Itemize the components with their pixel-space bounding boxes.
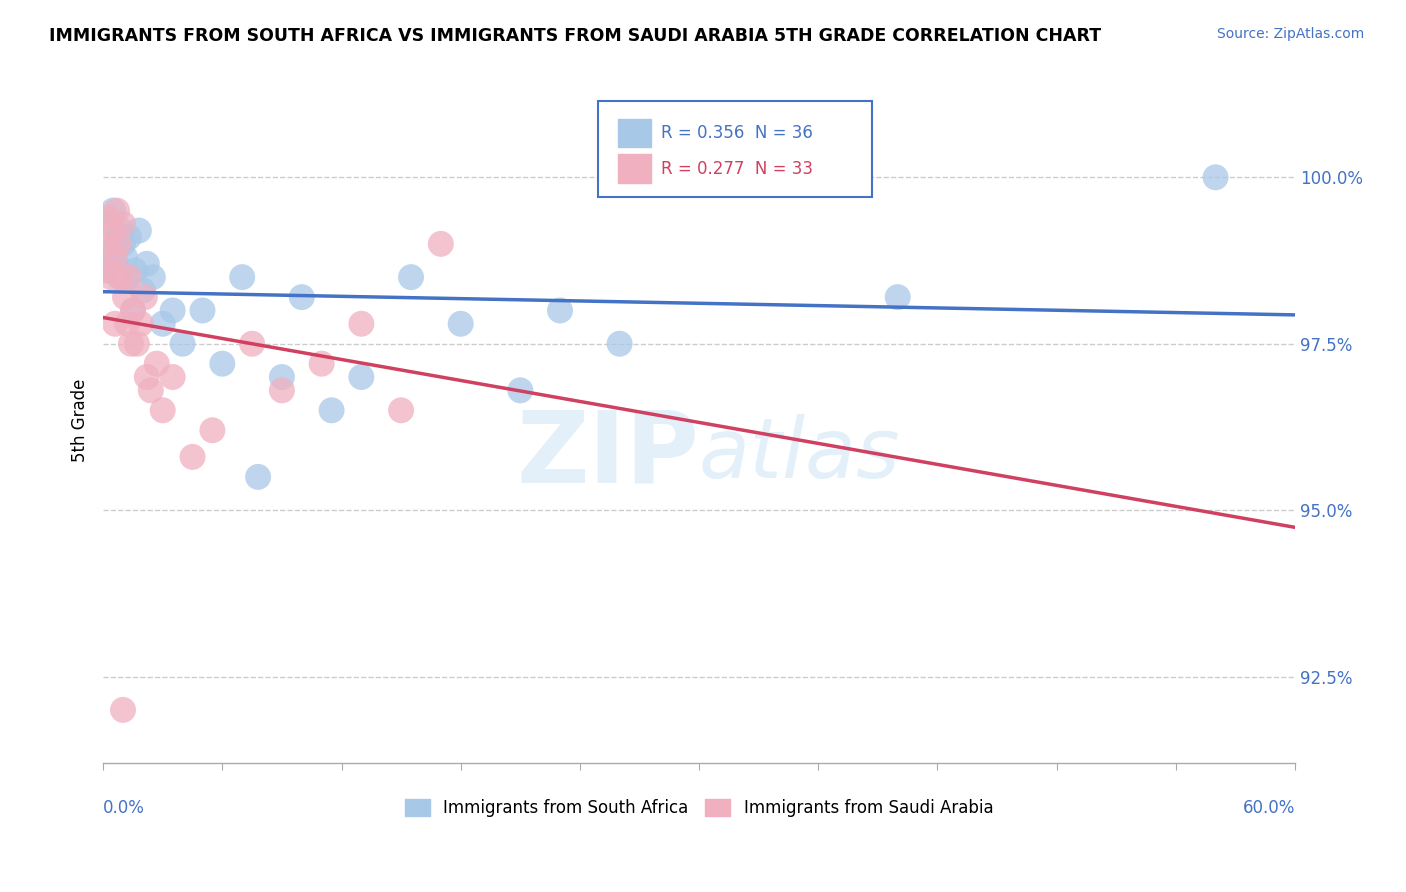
Text: R = 0.277  N = 33: R = 0.277 N = 33 [661, 160, 813, 178]
Point [96, 211, 118, 225]
Point [191, 303, 214, 318]
Point [886, 290, 908, 304]
Point [110, 270, 132, 285]
Point [111, 217, 134, 231]
Point [311, 357, 333, 371]
Point [100, 270, 122, 285]
FancyBboxPatch shape [619, 119, 651, 147]
Point [98, 217, 121, 231]
Point [135, 257, 157, 271]
Point [247, 470, 270, 484]
Point [135, 370, 157, 384]
Text: IMMIGRANTS FROM SOUTH AFRICA VS IMMIGRANTS FROM SAUDI ARABIA 5TH GRADE CORRELATI: IMMIGRANTS FROM SOUTH AFRICA VS IMMIGRAN… [49, 27, 1101, 45]
Point [132, 284, 155, 298]
Point [172, 336, 194, 351]
Point [96, 263, 118, 277]
Point [139, 384, 162, 398]
Point [110, 223, 132, 237]
Point [152, 317, 174, 331]
Point [124, 263, 146, 277]
Point [111, 703, 134, 717]
Point [118, 230, 141, 244]
Point [125, 336, 148, 351]
Point [162, 370, 184, 384]
Point [350, 370, 373, 384]
Point [152, 403, 174, 417]
Point [271, 384, 294, 398]
Point [389, 403, 412, 417]
Point [240, 336, 263, 351]
Point [129, 317, 152, 331]
Text: R = 0.356  N = 36: R = 0.356 N = 36 [661, 124, 813, 142]
Point [115, 270, 138, 285]
Point [271, 370, 294, 384]
Point [100, 263, 122, 277]
Point [321, 403, 343, 417]
Point [142, 270, 165, 285]
Text: 60.0%: 60.0% [1243, 799, 1295, 817]
Point [122, 303, 145, 318]
Point [145, 357, 167, 371]
Point [114, 290, 136, 304]
Point [98, 236, 121, 251]
Point [509, 384, 531, 398]
Point [118, 270, 141, 285]
Point [211, 357, 233, 371]
Point [101, 223, 124, 237]
Point [104, 250, 127, 264]
Point [291, 290, 314, 304]
Point [430, 236, 453, 251]
Point [114, 250, 136, 264]
Point [128, 223, 150, 237]
Point [162, 303, 184, 318]
Legend: Immigrants from South Africa, Immigrants from Saudi Arabia: Immigrants from South Africa, Immigrants… [398, 792, 1000, 823]
FancyBboxPatch shape [598, 102, 872, 197]
Point [399, 270, 422, 285]
Point [108, 236, 131, 251]
Point [100, 244, 122, 258]
Point [122, 303, 145, 318]
Point [201, 423, 224, 437]
Point [181, 450, 204, 464]
Point [115, 317, 138, 331]
Text: atlas: atlas [699, 414, 901, 495]
Text: ZIP: ZIP [516, 406, 699, 503]
Point [120, 336, 142, 351]
Point [104, 257, 127, 271]
Point [134, 290, 156, 304]
Point [609, 336, 631, 351]
Point [104, 317, 127, 331]
Point [111, 236, 134, 251]
Point [548, 303, 571, 318]
Point [108, 270, 131, 285]
Point [231, 270, 253, 285]
Text: Source: ZipAtlas.com: Source: ZipAtlas.com [1216, 27, 1364, 41]
FancyBboxPatch shape [619, 154, 651, 183]
Point [1205, 170, 1227, 185]
Point [450, 317, 472, 331]
Point [105, 203, 128, 218]
Point [105, 236, 128, 251]
Point [350, 317, 373, 331]
Text: 0.0%: 0.0% [103, 799, 145, 817]
Point [101, 203, 124, 218]
Y-axis label: 5th Grade: 5th Grade [72, 378, 89, 462]
